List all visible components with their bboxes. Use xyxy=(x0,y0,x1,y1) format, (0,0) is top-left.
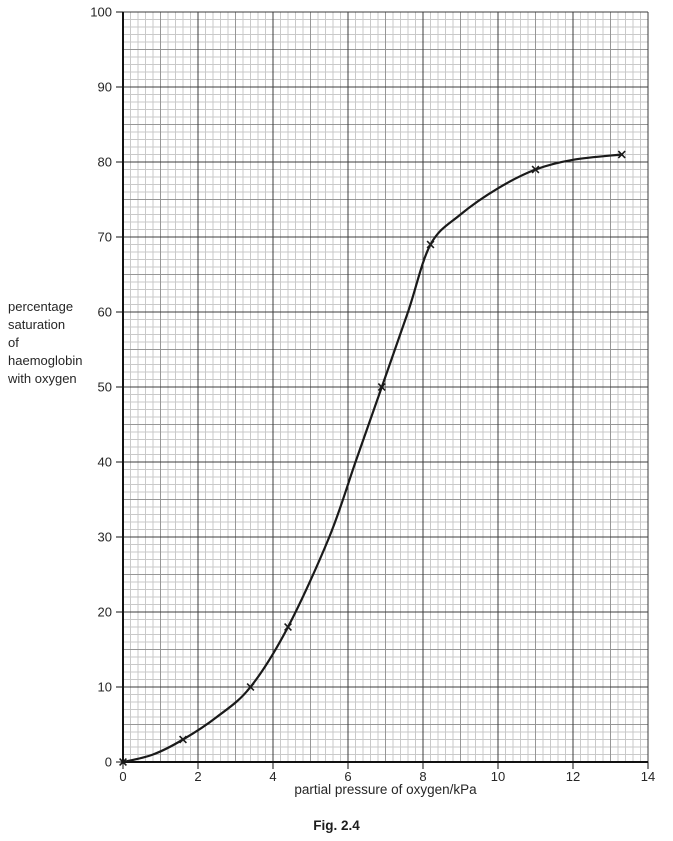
y-tick-label: 30 xyxy=(98,530,112,545)
tick-marks xyxy=(116,11,649,769)
x-tick-label: 2 xyxy=(194,769,201,784)
data-point-marker xyxy=(426,240,435,249)
y-tick-label: 40 xyxy=(98,455,112,470)
y-tick-label: 60 xyxy=(98,305,112,320)
y-axis-label-line: haemoglobin xyxy=(8,353,83,368)
y-tick-label: 10 xyxy=(98,680,112,695)
x-tick-label: 14 xyxy=(641,769,655,784)
y-tick-label: 70 xyxy=(98,230,112,245)
y-axis-label-line: saturation xyxy=(8,317,66,332)
y-axis-label-line: with oxygen xyxy=(8,371,77,386)
y-tick-label: 20 xyxy=(98,605,112,620)
x-tick-label: 8 xyxy=(419,769,426,784)
data-point-marker xyxy=(246,683,255,691)
y-tick-label: 0 xyxy=(105,755,112,770)
x-tick-label: 12 xyxy=(566,769,580,784)
data-point-marker xyxy=(377,383,386,391)
y-tick-label: 80 xyxy=(98,155,112,170)
x-tick-label: 6 xyxy=(344,769,351,784)
y-tick-label: 90 xyxy=(98,80,112,95)
x-tick-label: 0 xyxy=(119,769,126,784)
data-point-marker xyxy=(119,758,127,766)
figure-caption: Fig. 2.4 xyxy=(313,818,360,833)
y-tick-label: 100 xyxy=(90,5,112,20)
data-point-marker xyxy=(179,735,187,744)
curve-group xyxy=(121,153,623,764)
y-axis-label-line: of xyxy=(8,335,19,350)
x-tick-label: 10 xyxy=(491,769,505,784)
x-tick-label: 4 xyxy=(269,769,276,784)
data-point-markers xyxy=(119,150,626,766)
dissociation-curve xyxy=(121,153,623,764)
data-point-marker xyxy=(284,623,292,631)
data-point-marker xyxy=(617,150,626,159)
y-axis-label: percentage saturation of haemoglobin wit… xyxy=(8,298,82,388)
y-axis-label-line: percentage xyxy=(8,299,74,314)
y-tick-label: 50 xyxy=(98,380,112,395)
tick-labels: 0 10 20 30 40 50 60 70 80 90 100 0 2 4 6 8 10 12 14 xyxy=(90,5,655,785)
x-axis-label: partial pressure of oxygen/kPa xyxy=(294,782,477,797)
data-point-marker xyxy=(531,165,540,174)
